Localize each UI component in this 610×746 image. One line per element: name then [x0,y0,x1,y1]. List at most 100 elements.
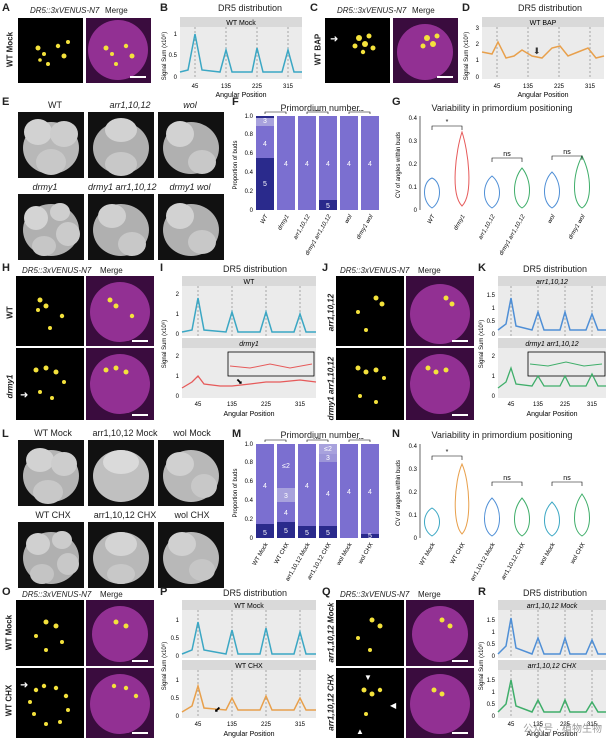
chart-title-m: Primordium number [280,430,360,440]
chart-title-f: Primordium number [280,103,360,113]
panel-letter-p: P [160,586,168,598]
xcat-m-3: arr1,10,12 CHX [307,542,333,581]
side-label-h2: drmy1 [5,374,15,399]
side-label-o1: WT Mock [4,614,14,651]
ytick-n-1: 0.1 [409,513,418,519]
chart-d: WT BAP ⬇ 0 1 2 3 45 135 225 315 Angular … [462,12,608,100]
ylabel-f: Proportion of buds [233,140,239,189]
ytick-i1-1: 1 [176,312,180,318]
xlabel-b: Angular Position [216,92,267,99]
sem-label-e-1: arr1,10,12 [109,100,151,110]
sem-e-wol [158,112,224,178]
ylabel-d: Signal Sum (x10⁶) [463,32,470,81]
panel-letter-f: F [232,96,239,108]
ytick-m-5: 1.0 [245,442,254,448]
bar-label-f-4-0: 4 [347,161,351,168]
sig-g-1: ns [503,151,511,158]
sem-l-arr-mock [88,440,154,506]
xcat-m-0: WT Mock [252,541,270,567]
bar-label-m-3-2: 4 [326,491,330,498]
sem-e-drmy1-arr [88,194,154,260]
svg-text:⬊: ⬊ [236,377,243,386]
micrograph-c-dr5: ➜ [325,18,390,83]
bar-label-f-0-0: 3 [263,118,267,125]
xtick-d-1: 135 [523,84,534,90]
ylabel-p: Signal Sum (x10⁶) [161,642,168,691]
xlabel-p: Angular Position [224,731,275,738]
side-label-o2: WT CHX [4,684,14,717]
micrograph-h-drmy1: ➜ [16,348,84,420]
ytick-g-4: 0.4 [409,116,418,122]
bar-label-f-2-0: 4 [305,161,309,168]
xtick-k-0: 45 [508,402,515,408]
ytick-k1-0: 0 [492,332,496,338]
sem-l-wt-mock [18,440,84,506]
xtick-r-0: 45 [508,722,515,728]
bar-label-m-3-0: ≤2 [324,446,332,453]
xcat-m-5: wol CHX [357,542,374,566]
chart-g: * ns ns 0 0.1 0.2 0.3 0.4 CV of angles within … [392,110,608,270]
xcat-g-1: drmy1 [453,214,467,231]
micrograph-q-chx-merge [406,668,474,738]
reporter-label-j: DR5::3xVENUS-N7 [340,266,410,275]
panel-letter-c: C [310,2,318,14]
ytick-i1-2: 2 [176,292,180,298]
ylabel-g: CV of angles within buds [396,132,402,198]
ytick-r2-0: 0 [492,714,496,720]
bar-label-f-5-0: 4 [368,161,372,168]
sem-grid-e: WT arr1,10,12 wol drmy1 drmy1 arr1,10,12… [10,98,225,268]
side-label-c: WT BAP [313,33,323,66]
ytick-i2-1: 1 [176,374,180,380]
strip-p2: WT CHX [235,663,263,670]
xcat-f-0: WT [260,213,271,225]
xcat-g-0: WT [427,213,438,225]
svg-text:➜: ➜ [330,34,338,45]
svg-text:▲: ▲ [356,727,364,736]
xcat-m-1: WT CHX [274,542,291,565]
bar-label-m-0-0: 4 [263,483,267,490]
ytick-m-1: 0.2 [245,517,254,523]
ytick-g-1: 0.1 [409,185,418,191]
xcat-n-2: arr1,10,12 Mock [470,541,497,582]
chart-title-n: Variability in primordium positioning [431,430,573,440]
panel-letter-b: B [160,2,168,14]
sem-l-wol-chx [158,522,224,588]
xcat-f-5: drmy1 wol [356,213,375,240]
xlabel-d: Angular Position [518,92,569,99]
panel-letter-a: A [2,2,10,14]
ytick-i2-0: 0 [176,394,180,400]
sig-g-0: * [446,119,449,126]
chart-title-k: DR5 distribution [522,264,588,274]
ytick-g-3: 0.3 [409,139,418,145]
side-label-h1: WT [5,306,15,319]
bar-label-m-2-1: 5 [305,530,309,537]
reporter-label-q: DR5::3xVENUS-N7 [340,590,410,599]
ytick-m-0: 0 [250,536,254,542]
panel-letter-l: L [2,428,9,440]
reporter-label-c: DR5::3xVENUS-N7 [337,6,407,15]
ytick-r2-1: 0.5 [487,702,496,708]
chart-p: WT Mock WT CHX ⬋ 0 0.5 1 0 0.5 1 45 135 225 315… [160,596,320,741]
ytick-k2-0: 0 [492,394,496,400]
micrograph-q-chx: ▼ ◀ ▲ [336,668,404,738]
ytick-k2-2: 2 [492,354,496,360]
sem-e-arr [88,112,154,178]
xtick-b-0: 45 [192,84,199,90]
svg-text:⬋: ⬋ [214,705,221,714]
panel-letter-r: R [478,586,486,598]
ytick-n-3: 0.3 [409,467,418,473]
sem-label-e-2: wol [183,100,197,110]
bar-label-f-3-1: 5 [326,203,330,210]
side-label-j1: arr1,10,12 [326,293,336,332]
panel-letter-h: H [2,262,10,274]
ytick-n-0: 0 [414,536,418,542]
ytick-k2-1: 1 [492,374,496,380]
svg-text:➜: ➜ [20,680,28,691]
strip-i1: WT [244,279,256,286]
bar-label-f-1-0: 4 [284,161,288,168]
panel-letter-m: M [232,428,242,440]
strip-d: WT BAP [530,20,557,27]
xcat-g-3: drmy1 arr1,10,12 [499,213,527,256]
merge-label-h: Merge [100,266,123,275]
ytick-r2-3: 1.5 [487,678,496,684]
